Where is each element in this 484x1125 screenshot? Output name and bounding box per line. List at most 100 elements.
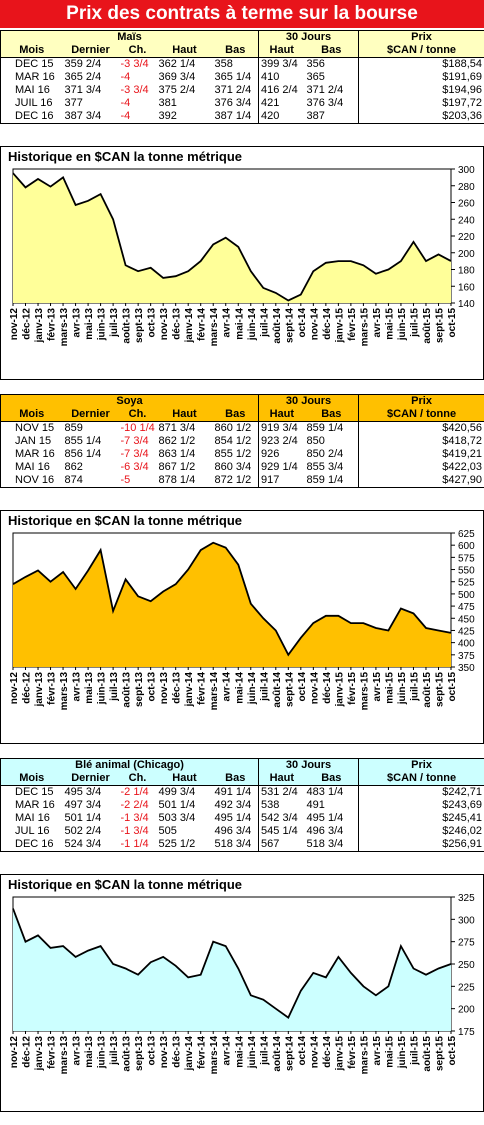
series-area xyxy=(13,542,451,667)
cell-prix: $418,72 xyxy=(358,435,484,448)
x-tick-label: sept-14 xyxy=(284,308,295,343)
x-tick-label: juin-14 xyxy=(247,308,258,342)
cell-mois: DEC 16 xyxy=(0,838,63,852)
x-tick-label: nov-12 xyxy=(9,672,20,705)
y-tick-label: 180 xyxy=(458,266,475,277)
x-tick-label: janv-13 xyxy=(34,308,45,344)
cell-prix: $245,41 xyxy=(358,812,484,825)
y-tick-label: 600 xyxy=(458,541,475,552)
cell-haut: 871 3/4 xyxy=(158,422,196,434)
table-row: DEC 15 495 3/4 -2 1/4 499 3/4 491 1/4 531 2/4… xyxy=(0,785,484,799)
x-tick-label: avr-15 xyxy=(372,1036,383,1066)
section-ble: Blé animal (Chicago) 30 Jours Prix Mois Dern… xyxy=(0,758,484,852)
x-tick-label: déc-13 xyxy=(172,672,183,704)
x-tick-label: août-13 xyxy=(122,672,133,708)
cell-dernier: 497 3/4 xyxy=(64,799,102,811)
cell-mois: MAI 16 xyxy=(0,461,63,474)
x-tick-label: juil-14 xyxy=(259,1036,270,1066)
cell-bas: 365 1/4 xyxy=(212,71,260,84)
x-tick-label: sept-15 xyxy=(434,308,445,343)
header-unit: $CAN / tonne xyxy=(358,408,484,422)
cell-haut: 392 xyxy=(156,110,213,124)
x-tick-label: mars-13 xyxy=(59,672,70,711)
cell-haut-30: 926 xyxy=(261,448,280,460)
x-tick-label: juin-13 xyxy=(97,672,108,706)
x-tick-label: sept-14 xyxy=(284,672,295,707)
x-tick-label: juin-15 xyxy=(397,672,408,706)
cell-prix: $243,69 xyxy=(358,799,484,812)
cell-mois: DEC 15 xyxy=(0,785,63,799)
y-tick-label: 425 xyxy=(458,626,475,637)
chart-title: Historique en $CAN la tonne métrique xyxy=(8,877,243,892)
cell-change: -1 3/4 xyxy=(120,825,149,837)
chart-ble-svg: 175 200 225 250 275 300 325 nov-12 déc-12 janv-13… xyxy=(9,893,475,1074)
cell-haut-30: 531 2/4 xyxy=(261,786,298,798)
header-haut: Haut xyxy=(156,44,213,58)
cell-change: -2 2/4 xyxy=(120,799,149,811)
header-dernier: Dernier xyxy=(62,408,119,422)
x-tick-label: janv-13 xyxy=(34,1036,45,1072)
x-tick-label: juin-14 xyxy=(247,1036,258,1070)
cell-haut: 525 1/2 xyxy=(156,838,213,852)
cell-bas: 387 1/4 xyxy=(212,110,260,124)
header-haut: Haut xyxy=(156,772,213,786)
cell-bas-30: 356 xyxy=(304,57,360,71)
x-tick-label: févr-15 xyxy=(347,672,358,705)
cell-prix: $246,02 xyxy=(358,825,484,838)
chart-soya: Historique en $CAN la tonne métrique 350… xyxy=(0,510,484,744)
cell-change: -6 3/4 xyxy=(120,461,149,473)
cell-change: -7 3/4 xyxy=(120,435,149,447)
cell-prix: $188,54 xyxy=(358,57,484,71)
cell-haut-30: 538 xyxy=(261,799,280,811)
cell-prix: $194,96 xyxy=(358,84,484,97)
x-tick-label: août-15 xyxy=(422,308,433,344)
header-dernier: Dernier xyxy=(62,772,119,786)
chart-title: Historique en $CAN la tonne métrique xyxy=(8,513,243,528)
cell-haut: 499 3/4 xyxy=(158,786,196,798)
x-tick-label: avr-14 xyxy=(222,308,233,338)
cell-haut-30: 929 1/4 xyxy=(261,461,298,473)
x-tick-label: juil-14 xyxy=(259,308,270,338)
x-tick-label: juil-13 xyxy=(109,1036,120,1066)
y-tick-label: 625 xyxy=(458,529,475,540)
x-tick-label: mars-15 xyxy=(359,308,370,347)
y-tick-label: 375 xyxy=(458,651,475,662)
x-tick-label: août-15 xyxy=(422,1036,433,1072)
cell-bas-30: 850 xyxy=(304,435,360,448)
chart-mais: Historique en $CAN la tonne métrique 140… xyxy=(0,146,484,380)
cell-mois: JUL 16 xyxy=(0,825,63,838)
x-tick-label: oct-15 xyxy=(447,308,458,338)
cell-dernier: 874 xyxy=(62,474,119,488)
cell-bas-30: 859 1/4 xyxy=(304,421,360,435)
header-bas: Bas xyxy=(212,408,260,422)
x-tick-label: nov-14 xyxy=(309,1036,320,1069)
cell-haut: 863 1/4 xyxy=(158,448,196,460)
x-tick-label: juin-13 xyxy=(97,308,108,342)
cell-dernier: 855 1/4 xyxy=(64,435,102,447)
cell-haut: 505 xyxy=(158,825,177,837)
y-tick-label: 260 xyxy=(458,199,475,210)
y-tick-label: 220 xyxy=(458,232,475,243)
x-tick-label: mai-14 xyxy=(234,672,245,704)
x-tick-label: déc-12 xyxy=(22,1036,33,1068)
x-tick-label: déc-12 xyxy=(22,308,33,340)
cell-bas: 860 1/2 xyxy=(212,421,260,435)
chart-ble: Historique en $CAN la tonne métrique 175… xyxy=(0,874,484,1112)
header-bas: Bas xyxy=(212,772,260,786)
cell-dernier: 359 2/4 xyxy=(64,58,102,70)
x-tick-label: juin-14 xyxy=(247,672,258,706)
x-tick-label: oct-14 xyxy=(297,308,308,338)
cell-prix: $420,56 xyxy=(358,421,484,435)
cell-dernier: 371 3/4 xyxy=(64,84,102,96)
cell-dernier: 859 xyxy=(64,422,83,434)
table-row: MAI 16 862 -6 3/4 867 1/2 860 3/4 929 1/4 855 … xyxy=(0,461,484,474)
x-tick-label: sept-15 xyxy=(434,1036,445,1071)
x-tick-label: févr-13 xyxy=(47,672,58,705)
table-row: DEC 15 359 2/4 -3 3/4 362 1/4 358 399 3/4 356 $… xyxy=(0,57,484,71)
y-tick-label: 475 xyxy=(458,602,475,613)
y-tick-label: 450 xyxy=(458,614,475,625)
x-tick-label: sept-13 xyxy=(134,308,145,343)
cell-mois: MAI 16 xyxy=(0,812,63,825)
y-tick-label: 160 xyxy=(458,282,475,293)
cell-bas: 860 3/4 xyxy=(212,461,260,474)
